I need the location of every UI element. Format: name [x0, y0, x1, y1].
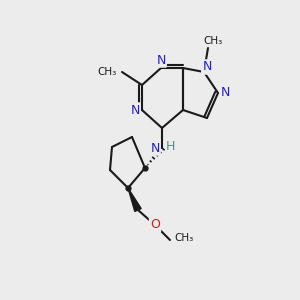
- Polygon shape: [128, 188, 141, 211]
- Text: N: N: [202, 61, 212, 74]
- Text: O: O: [150, 218, 160, 232]
- Text: N: N: [156, 53, 166, 67]
- Text: H: H: [166, 140, 175, 152]
- Text: N: N: [130, 103, 140, 116]
- Text: N: N: [220, 86, 230, 100]
- Text: CH₃: CH₃: [203, 36, 223, 46]
- Text: N: N: [150, 142, 160, 154]
- Text: CH₃: CH₃: [174, 233, 193, 243]
- Text: CH₃: CH₃: [98, 67, 117, 77]
